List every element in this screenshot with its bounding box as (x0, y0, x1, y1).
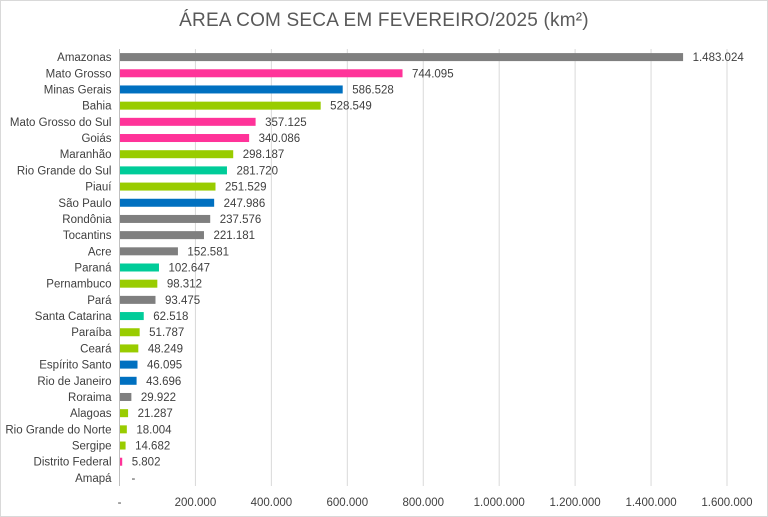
bar (120, 360, 138, 369)
bar (120, 409, 129, 418)
category-label: Rio Grande do Sul (17, 165, 112, 177)
x-tick-label: 200.000 (175, 497, 217, 509)
bar (120, 312, 144, 321)
category-label: São Paulo (58, 198, 111, 210)
data-label: 62.518 (153, 311, 188, 323)
category-label: Ceará (80, 343, 112, 355)
chart-title: ÁREA COM SECA EM FEVEREIRO/2025 (km²) (179, 10, 589, 31)
category-label: Alagoas (70, 408, 112, 420)
data-label: 48.249 (148, 343, 183, 355)
data-label: 51.787 (149, 327, 184, 339)
bar (120, 263, 159, 272)
data-label: 586.528 (352, 84, 394, 96)
x-tick-label: 1.200.000 (550, 497, 601, 509)
bar (120, 328, 140, 337)
bar (120, 214, 211, 223)
bar (120, 457, 123, 466)
data-label: 93.475 (165, 295, 200, 307)
category-label: Santa Catarina (35, 311, 112, 323)
category-label: Rondônia (62, 214, 112, 226)
data-label: 221.181 (213, 230, 255, 242)
data-label: 18.004 (136, 424, 172, 436)
bar (120, 344, 139, 353)
category-label: Amazonas (57, 52, 112, 64)
bar (120, 425, 127, 434)
data-label: 102.647 (168, 263, 210, 275)
data-label: 251.529 (225, 182, 267, 194)
bar (120, 279, 158, 288)
bar (120, 53, 684, 62)
category-label: Bahia (82, 101, 112, 113)
data-label: 21.287 (138, 408, 173, 420)
category-label: Paraná (74, 263, 112, 275)
bar (120, 441, 126, 450)
data-label: 43.696 (146, 376, 181, 388)
bar (120, 150, 234, 159)
bar (120, 247, 178, 256)
data-label: 46.095 (147, 360, 182, 372)
category-label: Pernambuco (46, 279, 111, 291)
category-label: Mato Grosso (46, 68, 112, 80)
data-label: 29.922 (141, 392, 176, 404)
category-label: Sergipe (72, 441, 112, 453)
bar (120, 231, 204, 240)
x-tick-label: 400.000 (251, 497, 293, 509)
bar (120, 198, 215, 207)
data-label: 528.549 (330, 101, 372, 113)
bar (120, 182, 216, 191)
category-label: Amapá (75, 473, 112, 485)
category-label: Minas Gerais (44, 84, 112, 96)
category-label: Mato Grosso do Sul (10, 117, 112, 129)
data-label: 298.187 (243, 149, 285, 161)
category-label: Roraima (68, 392, 112, 404)
bar (120, 85, 343, 94)
category-label: Distrito Federal (34, 457, 112, 469)
category-label: Rio de Janeiro (37, 376, 111, 388)
x-tick-label: 1.600.000 (701, 497, 752, 509)
data-label: 340.086 (259, 133, 301, 145)
data-label: 98.312 (167, 279, 202, 291)
data-label: 247.986 (224, 198, 266, 210)
bar (120, 376, 137, 385)
category-label: Acre (88, 246, 112, 258)
category-label: Paraíba (71, 327, 112, 339)
data-label: - (132, 473, 136, 485)
data-label: 357.125 (265, 117, 307, 129)
data-label: 152.581 (187, 246, 229, 258)
x-tick-label: 600.000 (327, 497, 369, 509)
x-tick-label: - (118, 497, 122, 509)
category-label: Goiás (81, 133, 111, 145)
data-label: 5.802 (132, 457, 161, 469)
x-tick-label: 800.000 (402, 497, 444, 509)
bar (120, 134, 250, 143)
bar (120, 166, 227, 175)
category-label: Tocantins (63, 230, 112, 242)
category-label: Maranhão (60, 149, 112, 161)
category-label: Pará (87, 295, 112, 307)
category-label: Rio Grande do Norte (5, 424, 111, 436)
bar (120, 295, 156, 304)
category-label: Piauí (85, 182, 112, 194)
category-label: Espírito Santo (39, 360, 111, 372)
data-label: 744.095 (412, 68, 454, 80)
bar (120, 117, 256, 126)
bar (120, 69, 403, 78)
data-label: 1.483.024 (693, 52, 745, 64)
bar (120, 101, 321, 110)
data-label: 14.682 (135, 441, 170, 453)
x-tick-label: 1.400.000 (625, 497, 676, 509)
x-tick-label: 1.000.000 (474, 497, 525, 509)
bar (120, 392, 132, 401)
data-label: 281.720 (236, 165, 278, 177)
data-label: 237.576 (220, 214, 262, 226)
